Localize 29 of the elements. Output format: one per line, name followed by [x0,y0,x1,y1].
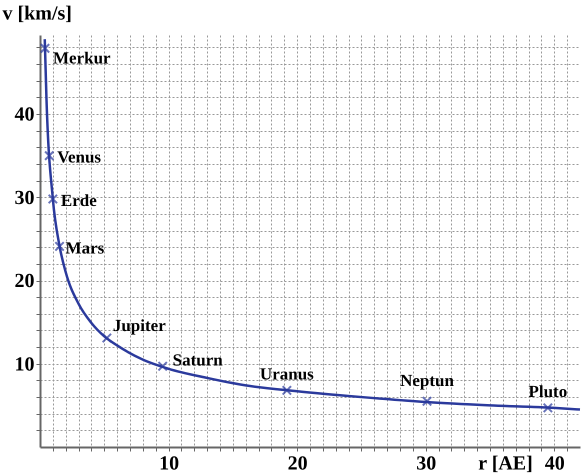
y-tick-label: 30 [14,186,34,209]
point [157,361,168,372]
annotation: Merkur [53,48,112,68]
y-axis-title: v [km/s] [2,2,72,24]
point [44,150,54,161]
line-series [44,38,582,411]
point [54,241,65,252]
point [422,396,432,406]
x-tick-label: 20 [288,452,308,474]
x-axis-title: r [AE] [478,452,533,474]
annotation: Jupiter [112,316,166,335]
y-tick-label: 10 [14,353,34,376]
annotation: Pluto [528,382,568,401]
annotation: Saturn [172,350,224,370]
annotation: Mars [66,238,105,258]
point [48,194,58,204]
x-tick-label: 10 [159,452,180,474]
annotation: Uranus [260,364,314,384]
x-tick-label: 40 [544,452,565,474]
point [40,43,50,54]
point [542,402,554,414]
y-tick-label: 40 [14,104,34,126]
y-tick-label: 20 [14,270,34,292]
annotation: Venus [57,148,102,167]
point [102,332,112,344]
annotation: Erde [60,190,98,210]
point [282,385,292,396]
x-tick-label: 30 [416,452,436,474]
annotation: Neptun [400,371,454,390]
